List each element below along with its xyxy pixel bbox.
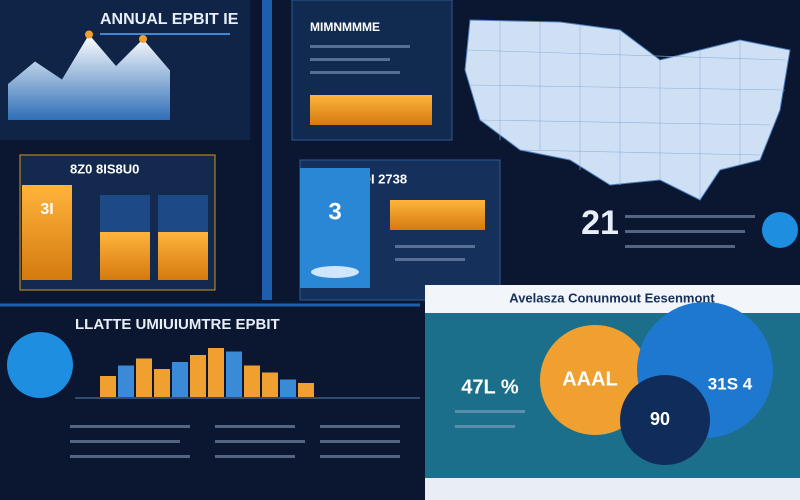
summary-stat: 47L % [461, 376, 519, 398]
bar [244, 365, 260, 397]
side-stat: 21 [581, 204, 619, 242]
blue-circle [7, 332, 73, 398]
bottom-title: LLATTE UMIUIUMTRE EPBIT [75, 316, 280, 333]
text-line [310, 71, 400, 74]
bar [100, 376, 116, 397]
mountain-area [8, 34, 170, 120]
text-line [310, 58, 390, 61]
bar [226, 351, 242, 397]
text-line [625, 215, 755, 218]
bar [172, 362, 188, 397]
text-line [395, 245, 475, 248]
circle-label: AAAL [562, 368, 618, 390]
peak-dot [139, 35, 147, 43]
card-badge: 3I [40, 201, 53, 218]
left-panel-title: 8Z0 8IS8U0 [70, 161, 139, 176]
bar [298, 383, 314, 397]
peak-dot [85, 30, 93, 39]
navy-circle [620, 375, 710, 465]
top-panel-title: MIMNMMME [310, 20, 380, 34]
card [22, 185, 72, 280]
text-line [455, 425, 515, 428]
blue-card-badge: 3 [328, 198, 341, 225]
report-title: ANNUAL EPBIT IE [100, 11, 239, 28]
text-line [455, 410, 525, 413]
bar [262, 372, 278, 397]
text-line [310, 45, 410, 48]
text-line [625, 245, 735, 248]
orange-bar [390, 200, 485, 230]
bar [190, 355, 206, 397]
card [100, 232, 150, 280]
badge-circle [762, 212, 798, 248]
summary-header [425, 285, 800, 313]
divider [262, 0, 272, 300]
circle-label: 90 [650, 409, 670, 429]
bar [118, 365, 134, 397]
bar [280, 379, 296, 397]
card [158, 232, 208, 280]
orange-bar [310, 95, 432, 125]
text-line [625, 230, 745, 233]
bar [208, 348, 224, 397]
circle-label: 31S 4 [708, 374, 753, 393]
bar [136, 358, 152, 397]
text-line [395, 258, 465, 261]
disc [311, 266, 359, 278]
bottom-text-lines [70, 425, 400, 458]
bar [154, 369, 170, 397]
summary-footer [425, 478, 800, 500]
map-grid [467, 22, 786, 200]
summary-title: Avelasza Conunmout Eesenmont [509, 290, 715, 305]
